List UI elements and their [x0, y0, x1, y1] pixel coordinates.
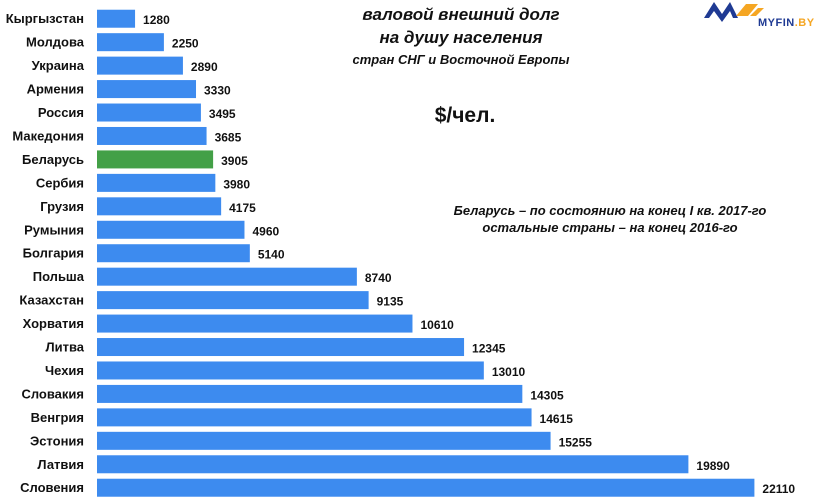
value-label: 5140	[258, 248, 285, 262]
chart-subtitle: стран СНГ и Восточной Европы	[352, 52, 570, 67]
chart-title-line1: валовой внешний долг	[362, 5, 560, 24]
category-label: Румыния	[24, 222, 84, 237]
bar	[97, 291, 369, 310]
category-label: Словакия	[21, 386, 84, 401]
category-label: Латвия	[37, 457, 84, 472]
category-label: Словения	[20, 480, 84, 495]
value-label: 4960	[252, 224, 279, 238]
bar	[97, 80, 197, 99]
value-label: 19890	[696, 459, 730, 473]
value-label: 3330	[204, 84, 231, 98]
value-label: 15255	[559, 435, 593, 449]
bar	[97, 267, 357, 286]
value-label: 3685	[215, 130, 242, 144]
bar	[97, 408, 532, 427]
bar	[97, 314, 413, 333]
logo-mark-icon	[704, 2, 764, 22]
value-label: 9135	[377, 295, 404, 309]
category-label: Молдова	[26, 35, 85, 50]
note-line1: Беларусь – по состоянию на конец I кв. 2…	[453, 203, 767, 218]
category-label: Сербия	[36, 175, 84, 190]
category-label: Россия	[38, 105, 84, 120]
category-label: Беларусь	[22, 152, 84, 167]
bar	[97, 478, 755, 497]
chart-title-line2: на душу населения	[379, 28, 543, 47]
logo-text-suffix: .BY	[794, 17, 815, 29]
myfin-logo	[700, 0, 820, 26]
category-label: Украина	[32, 58, 85, 73]
bar	[97, 173, 216, 192]
note-line2: остальные страны – на конец 2016-го	[482, 220, 738, 235]
value-label: 2890	[191, 60, 218, 74]
value-label: 22110	[762, 482, 795, 496]
bar	[97, 361, 484, 380]
bar	[97, 455, 689, 474]
value-label: 3905	[221, 154, 248, 168]
category-label: Кыргызстан	[6, 11, 84, 26]
bar	[97, 56, 183, 75]
category-label: Болгария	[23, 246, 84, 261]
value-label: 4175	[229, 201, 256, 215]
logo-text: MYFIN.BY	[758, 17, 815, 29]
value-label: 13010	[492, 365, 526, 379]
logo-text-main: MYFIN	[758, 17, 795, 29]
value-label: 12345	[472, 342, 506, 356]
unit-label: $/чел.	[434, 104, 496, 127]
bar	[97, 384, 523, 403]
bar	[97, 220, 245, 239]
value-label: 3495	[209, 107, 236, 121]
category-label: Эстония	[30, 433, 84, 448]
bar	[97, 150, 214, 169]
category-label: Грузия	[40, 199, 84, 214]
category-label: Польша	[33, 269, 85, 284]
category-label: Македония	[12, 128, 84, 143]
value-label: 14305	[530, 388, 564, 402]
category-label: Армения	[27, 82, 84, 97]
category-label: Литва	[45, 340, 84, 355]
bar	[97, 431, 551, 450]
category-label: Хорватия	[23, 316, 84, 331]
value-label: 3980	[223, 177, 250, 191]
category-label: Казахстан	[19, 293, 84, 308]
bar	[97, 126, 207, 145]
bar	[97, 9, 136, 28]
value-label: 2250	[172, 37, 199, 51]
value-label: 10610	[420, 318, 454, 332]
value-label: 1280	[143, 13, 170, 27]
category-label: Венгрия	[31, 410, 84, 425]
bar	[97, 197, 222, 216]
value-label: 14615	[540, 412, 574, 426]
bar	[97, 33, 164, 52]
value-label: 8740	[365, 271, 392, 285]
bar	[97, 338, 465, 357]
category-label: Чехия	[45, 363, 84, 378]
bar	[97, 244, 250, 263]
bar	[97, 103, 201, 122]
